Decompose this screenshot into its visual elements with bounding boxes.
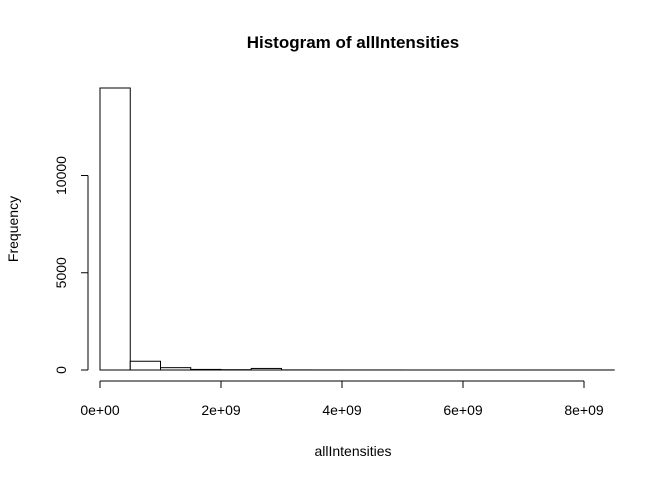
y-tick-label: 5000: [53, 257, 69, 288]
x-tick-label: 8e+09: [564, 402, 604, 418]
bars-group: [99, 87, 615, 371]
y-tick-label: 0: [53, 366, 69, 374]
x-tick-label: 2e+09: [201, 402, 241, 418]
x-tick-label: 4e+09: [322, 402, 362, 418]
histogram-bar: [99, 87, 131, 371]
x-axis-label: allIntensities: [314, 443, 391, 459]
x-axis: 0e+00 2e+09 4e+09 6e+09 8e+09: [80, 380, 604, 418]
histogram-bar: [250, 367, 282, 371]
y-tick-label: 10000: [53, 156, 69, 195]
x-tick-label: 6e+09: [443, 402, 483, 418]
histogram-bar: [190, 368, 222, 371]
histogram-bar: [129, 360, 161, 371]
histogram-bar: [160, 367, 192, 371]
y-axis-label: Frequency: [5, 196, 21, 262]
chart-title: Histogram of allIntensities: [247, 33, 460, 52]
x-tick-label: 0e+00: [80, 402, 120, 418]
y-axis: 0 5000 10000: [53, 156, 89, 374]
